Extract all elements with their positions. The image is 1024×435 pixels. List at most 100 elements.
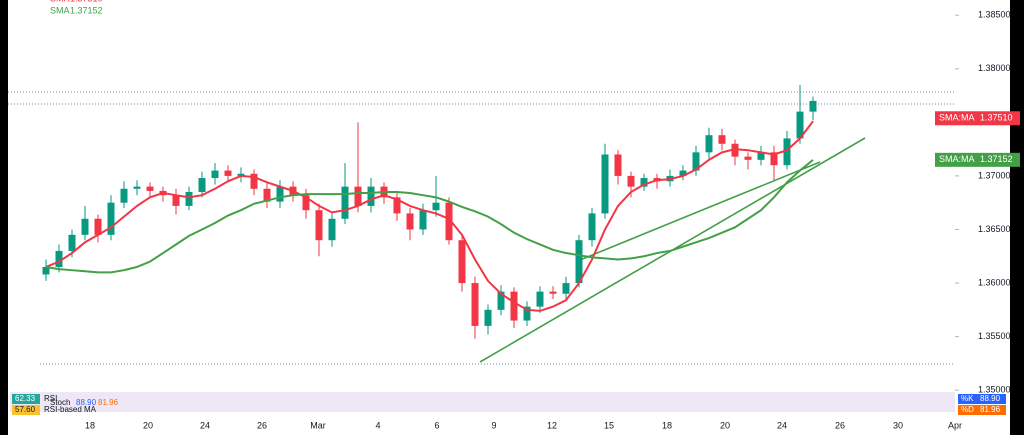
- candle-body: [55, 250, 63, 267]
- candle-body: [510, 291, 518, 321]
- sma-line: [45, 159, 814, 274]
- k-badge: [958, 394, 1006, 404]
- candle-body: [42, 266, 50, 275]
- x-tick-label: 15: [604, 420, 614, 430]
- candle-body: [809, 100, 817, 112]
- x-tick-label: 30: [893, 420, 903, 430]
- rsi-ma-value: 57.60: [15, 405, 36, 414]
- candle-body: [562, 283, 570, 294]
- candle-body: [367, 186, 375, 206]
- candle-body: [484, 309, 492, 326]
- candle-body: [497, 291, 505, 310]
- candle-body: [120, 188, 128, 203]
- candle-body: [536, 291, 544, 307]
- x-tick-label: 18: [662, 420, 672, 430]
- candle-body: [276, 186, 284, 202]
- candle-body: [315, 210, 323, 241]
- candle-body: [705, 135, 713, 153]
- k-value: 88.90: [980, 394, 1001, 403]
- price-label-bg: [935, 152, 1020, 167]
- rsi-badge: [12, 394, 40, 404]
- legend-value: 1.37510: [70, 0, 103, 3]
- price-label-name: SMA:MA: [939, 113, 975, 123]
- y-tick-label: 1.38500: [978, 10, 1011, 20]
- legend-value: 1.37152: [70, 5, 103, 15]
- x-tick-label: 24: [777, 420, 787, 430]
- candle-body: [107, 202, 115, 235]
- candle-body: [133, 186, 141, 189]
- d-badge: [958, 405, 1006, 415]
- candle-body: [445, 202, 453, 241]
- y-tick-label: 1.37000: [978, 170, 1011, 180]
- candle-body: [744, 156, 752, 160]
- candle-body: [198, 178, 206, 192]
- x-tick-label: 4: [375, 420, 380, 430]
- background: [8, 0, 1010, 435]
- x-tick-label: 20: [720, 420, 730, 430]
- y-tick-label: 1.35000: [978, 385, 1011, 395]
- candle-body: [237, 173, 245, 176]
- rsi-ma-name: RSI-based MA: [44, 405, 97, 414]
- x-tick-label: 9: [491, 420, 496, 430]
- oscillator-band: [10, 392, 955, 412]
- rsi-value: 62.33: [15, 394, 36, 403]
- x-tick-label: 18: [85, 420, 95, 430]
- stoch-k: 88.90: [76, 398, 97, 407]
- y-tick-label: 1.36500: [978, 224, 1011, 234]
- candle-body: [68, 234, 76, 251]
- d-value: 81.96: [980, 405, 1001, 414]
- candle-body: [328, 218, 336, 241]
- x-tick-label: 20: [143, 420, 153, 430]
- price-label-value: 1.37152: [980, 154, 1013, 164]
- rsi-ma-badge: [12, 405, 40, 415]
- price-label-bg: [935, 111, 1020, 126]
- stoch-name: Stoch: [50, 398, 70, 407]
- candle-body: [341, 186, 349, 219]
- candle-body: [796, 111, 804, 139]
- candle-body: [575, 240, 583, 284]
- candle-body: [523, 306, 531, 321]
- legend-name: SMA: [50, 5, 70, 15]
- x-tick-label: 12: [547, 420, 557, 430]
- candle-body: [146, 186, 154, 191]
- candle-body: [679, 170, 687, 176]
- x-tick-label: Mar: [310, 420, 326, 430]
- candle-body: [393, 197, 401, 214]
- candle-body: [250, 173, 258, 189]
- legend-name: SMA: [50, 0, 70, 3]
- x-tick-label: 26: [257, 420, 267, 430]
- candle-body: [81, 218, 89, 235]
- candle-body: [458, 240, 466, 284]
- candle-body: [185, 191, 193, 206]
- candle-body: [354, 186, 362, 206]
- candle-body: [588, 213, 596, 241]
- candle-body: [406, 213, 414, 230]
- stoch-d: 81.96: [98, 398, 119, 407]
- candle-body: [627, 175, 635, 187]
- candle-body: [224, 170, 232, 176]
- k-label: %K: [961, 394, 974, 403]
- x-tick-label: 6: [434, 420, 439, 430]
- candle-body: [770, 152, 778, 166]
- candle-body: [692, 152, 700, 171]
- candle-body: [718, 135, 726, 144]
- d-label: %D: [961, 405, 974, 414]
- y-tick-label: 1.38000: [978, 63, 1011, 73]
- candle-body: [783, 138, 791, 166]
- candle-body: [549, 291, 557, 294]
- trend-line: [579, 161, 821, 261]
- candle-body: [731, 143, 739, 157]
- y-tick-label: 1.35500: [978, 331, 1011, 341]
- rsi-name: RSI: [44, 394, 57, 403]
- candle-body: [419, 210, 427, 230]
- candle-body: [211, 170, 219, 179]
- x-tick-label: Apr: [948, 420, 962, 430]
- candle-body: [94, 218, 102, 235]
- sma-line: [45, 120, 814, 312]
- y-tick-label: 1.36000: [978, 277, 1011, 287]
- candle-body: [263, 188, 271, 202]
- candle-body: [302, 195, 310, 211]
